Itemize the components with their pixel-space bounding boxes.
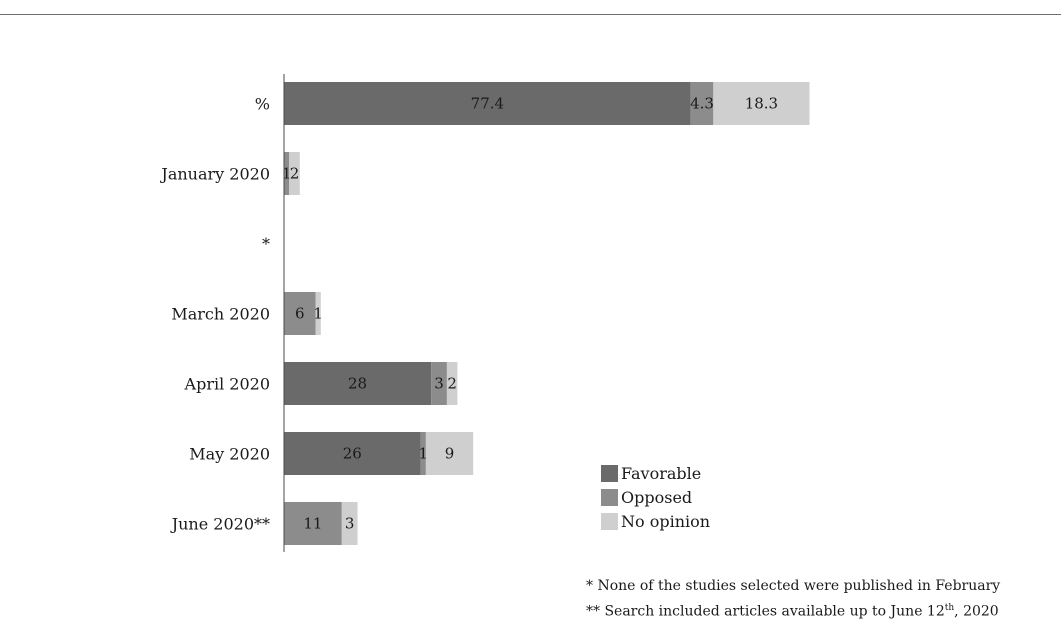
bar-opposed-april-2020: [431, 362, 447, 405]
bar-opposed-june-2020: [284, 502, 342, 545]
bar-no-opinion-march-2020: [315, 292, 321, 335]
category-label-march-2020: March 2020: [171, 305, 270, 324]
value-label-opposed-april-2020: 3: [434, 375, 444, 393]
value-label-opposed-june-2020: 11: [303, 515, 322, 533]
value-label-opposed-february: 4.3: [690, 95, 714, 113]
bar-no-opinion-may-2020: [425, 432, 474, 475]
value-label-no-opinion-february: 18.3: [745, 95, 778, 113]
legend-label-opposed: Opposed: [621, 487, 693, 507]
footnotes: * None of the studies selected were publ…: [586, 575, 1061, 623]
category-label-april-2020: April 2020: [184, 375, 270, 394]
bar-no-opinion-april-2020: [446, 362, 458, 405]
category-labels: % January 2020 * March 2020 April 2020 May 20…: [159, 95, 270, 534]
legend-swatch-opposed: [601, 488, 618, 506]
bar-no-opinion-june-2020: [341, 502, 358, 545]
bar-no-opinion-january-2020: [289, 152, 300, 195]
category-label-february: %: [255, 95, 270, 114]
bar-opposed-march-2020: [284, 292, 316, 335]
value-label-favorable-april-2020: 28: [348, 375, 367, 393]
value-label-no-opinion-june-2020: 3: [345, 515, 355, 533]
bar-opposed-january-2020: [284, 152, 290, 195]
footnote-search-year: , 2020: [954, 603, 999, 620]
top-rule: [0, 14, 1061, 15]
bar-favorable-april-2020: [284, 362, 432, 405]
bar-favorable-may-2020: [284, 432, 421, 475]
footnote-search-text: ** Search included articles available up…: [586, 603, 945, 620]
legend: Favorable Opposed No opinion: [601, 461, 710, 533]
legend-label-favorable: Favorable: [621, 463, 702, 483]
legend-item-opposed: Opposed: [601, 485, 710, 509]
category-label-june-2020: June 2020**: [170, 515, 270, 534]
category-label-february: *: [262, 235, 270, 254]
footnote-search-date: ** Search included articles available up…: [586, 597, 1061, 623]
bar-no-opinion-february: [713, 82, 810, 125]
legend-item-favorable: Favorable: [601, 461, 710, 485]
value-label-no-opinion-may-2020: 9: [445, 445, 455, 463]
bar-opposed-may-2020: [420, 432, 426, 475]
value-label-no-opinion-january-2020: 2: [290, 165, 300, 183]
legend-item-no-opinion: No opinion: [601, 509, 710, 533]
value-label-no-opinion-april-2020: 2: [447, 375, 457, 393]
legend-swatch-favorable: [601, 464, 618, 482]
bar-opposed-february: [690, 82, 714, 125]
footnote-superscript: th: [944, 603, 955, 613]
bar-favorable-february: [284, 82, 691, 125]
value-label-no-opinion-march-2020: 1: [313, 305, 323, 323]
footnote-february: * None of the studies selected were publ…: [586, 578, 1001, 594]
legend-swatch-no-opinion: [601, 512, 618, 530]
value-label-favorable-may-2020: 26: [343, 445, 362, 463]
value-label-favorable-february: 77.4: [471, 95, 504, 113]
category-label-may-2020: May 2020: [189, 445, 270, 464]
legend-label-no-opinion: No opinion: [621, 511, 711, 531]
value-label-opposed-may-2020: 1: [418, 445, 428, 463]
value-label-opposed-january-2020: 1: [282, 165, 292, 183]
value-label-opposed-march-2020: 6: [295, 305, 305, 323]
category-label-january-2020: January 2020: [159, 165, 270, 184]
